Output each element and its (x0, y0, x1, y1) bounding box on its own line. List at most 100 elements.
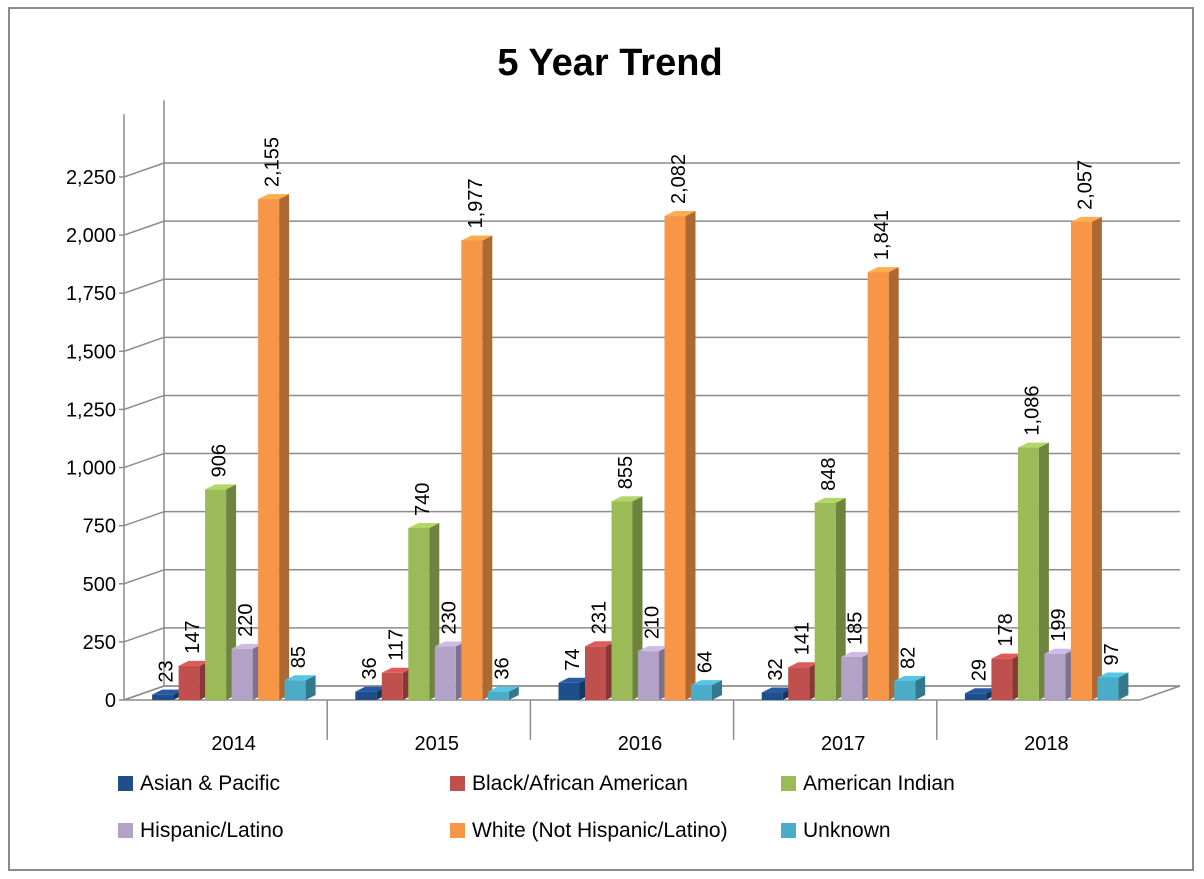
y-tick-label: 1,500 (66, 341, 116, 363)
gridline-connector (123, 510, 165, 527)
bar (487, 691, 509, 700)
bar-asian-pacific-2018: 29 (964, 659, 996, 700)
bar-white-not-hispanic-latino--2015: 1,977 (461, 178, 493, 700)
legend-label: American Indian (803, 772, 955, 795)
y-tick-label: 250 (83, 632, 116, 654)
gridline-connector (123, 394, 165, 411)
legend: Asian & Pacific Black/African American Ame… (118, 772, 955, 842)
bar-side (279, 194, 290, 701)
bar-top (558, 677, 590, 683)
bar-top (178, 660, 210, 666)
bar-unknown-2015: 36 (487, 657, 519, 700)
data-label: 117 (385, 629, 407, 661)
bar-hispanic-latino-2015: 230 (434, 601, 466, 700)
bar-hispanic-latino-2018: 199 (1044, 608, 1076, 700)
data-label: 1,086 (1021, 386, 1043, 436)
data-label: 23 (156, 660, 178, 682)
bar-side (1038, 442, 1049, 700)
bar-top (761, 687, 793, 693)
legend-item: Asian & Pacific (118, 772, 280, 795)
bar-top (814, 497, 846, 503)
bar-top (461, 235, 493, 241)
bar-hispanic-latino-2016: 210 (638, 606, 669, 700)
bar-unknown-2016: 64 (691, 651, 722, 700)
bar-side (1091, 216, 1102, 701)
bar (867, 272, 889, 700)
gridline-connector (123, 278, 165, 294)
data-label: 220 (235, 603, 257, 636)
bar-top (487, 686, 519, 692)
bar-top (1070, 216, 1102, 222)
data-label: 2,082 (668, 154, 690, 204)
bar (964, 693, 986, 700)
bar (691, 685, 712, 700)
legend-swatch (118, 823, 133, 838)
data-label: 2,155 (262, 137, 284, 187)
bar-top (841, 651, 873, 657)
y-tick-label: 500 (83, 574, 116, 596)
bar (408, 527, 430, 700)
bar-side (482, 235, 493, 700)
bar-top (611, 496, 643, 502)
gridline-connector (123, 627, 165, 643)
x-axis: 2014 2015 2016 2017 2018 (211, 700, 1069, 755)
x-tick-label: 2014 (211, 733, 256, 755)
bar-top (991, 653, 1023, 659)
bar (585, 646, 606, 700)
bar (1070, 221, 1092, 701)
bar-top (894, 675, 926, 681)
bar (461, 240, 483, 700)
data-label: 906 (209, 444, 231, 477)
bar-top (284, 675, 316, 681)
bar (814, 502, 836, 700)
bar-top (788, 662, 820, 668)
bar (991, 658, 1013, 700)
legend-swatch (450, 823, 465, 838)
bar-side (888, 267, 899, 700)
data-label: 740 (412, 483, 434, 516)
bar (1044, 653, 1066, 700)
gridline-connector (123, 220, 165, 236)
bar-unknown-2017: 82 (894, 647, 926, 700)
bar-black-african-american-2015: 117 (381, 629, 413, 700)
bar-top (867, 267, 899, 273)
bar-american-indian-2017: 848 (814, 458, 846, 700)
bar (1097, 677, 1119, 700)
bar (1017, 447, 1039, 700)
bar-top (691, 680, 722, 686)
legend-item: Black/African American (450, 772, 688, 795)
x-tick-label: 2015 (415, 733, 460, 755)
x-tick-label: 2016 (618, 733, 663, 755)
chart-title: 5 Year Trend (497, 42, 722, 84)
bar-side (305, 675, 316, 700)
data-label: 64 (695, 651, 717, 673)
bar-top (664, 211, 696, 217)
data-label: 185 (845, 612, 867, 645)
data-label: 1,841 (871, 210, 893, 260)
bar-top (152, 689, 184, 695)
data-label: 147 (182, 620, 204, 653)
gridline-connector (123, 336, 165, 353)
bar-asian-pacific-2016: 74 (558, 649, 590, 700)
bar-top (408, 522, 440, 528)
y-tick-label: 750 (83, 516, 116, 538)
data-label: 2,057 (1074, 160, 1096, 210)
data-label: 178 (995, 613, 1017, 646)
bar-asian-pacific-2014: 23 (152, 660, 184, 700)
legend-label: White (Not Hispanic/Latino) (472, 819, 728, 842)
bar-american-indian-2015: 740 (408, 483, 440, 700)
bar (258, 199, 280, 701)
data-label: 230 (438, 601, 460, 634)
bar (761, 692, 783, 700)
bar-unknown-2014: 85 (284, 646, 316, 700)
bar-black-african-american-2018: 178 (991, 613, 1023, 700)
data-label: 855 (615, 456, 637, 489)
bar-side (226, 484, 237, 700)
x-tick-label: 2017 (821, 733, 866, 755)
bar-asian-pacific-2017: 32 (761, 658, 793, 700)
y-tick-label: 2,000 (66, 225, 116, 247)
bar (841, 656, 863, 700)
bar-black-african-american-2017: 141 (788, 622, 820, 700)
data-label: 97 (1101, 643, 1123, 665)
bar (381, 672, 403, 700)
